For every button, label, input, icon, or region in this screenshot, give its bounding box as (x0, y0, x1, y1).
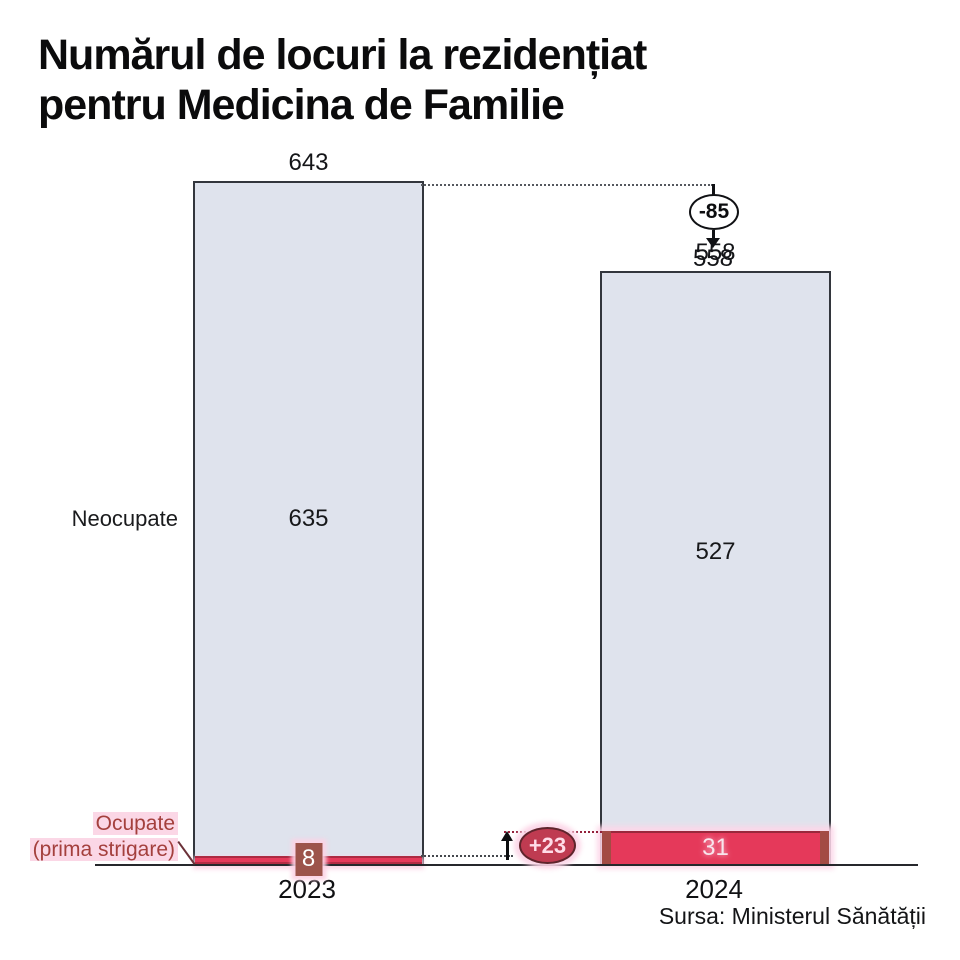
row-label-neocupate: Neocupate (71, 506, 178, 531)
down-arrow-icon (712, 230, 715, 239)
bar-2023: 643 635 8 (193, 149, 424, 876)
axis-label-2024: 2024 (685, 874, 743, 904)
value-badge-ocupate-2023: 8 (295, 842, 322, 876)
up-arrowhead-icon (501, 831, 513, 841)
segment-ocupate-2024: 31 (602, 831, 829, 864)
row-label-ocupate: Ocupate (prima strigare) (0, 811, 178, 863)
connector-ocupate-dotted-left (421, 855, 513, 857)
up-arrow-icon (506, 840, 509, 860)
down-arrowhead-icon (706, 238, 720, 248)
x-axis-line (95, 864, 918, 866)
row-label-ocupate-line1: Ocupate (92, 812, 178, 835)
segment-neocupate-2024: 527 (602, 273, 829, 832)
value-label-neocupate-2024: 527 (695, 538, 736, 566)
bar-2024: 558 527 31 (600, 239, 831, 866)
connector-total-tick (712, 184, 715, 195)
connector-total-dotted-line (421, 184, 713, 186)
segment-ocupate-2023: 8 (195, 842, 422, 876)
chart-title: Numărul de locuri la rezidențiat pentru … (38, 31, 647, 130)
total-label-2023: 643 (288, 149, 329, 176)
total-annotation-label-2024: 558 (692, 245, 734, 272)
segment-neocupate-2023: 635 (195, 183, 422, 856)
delta-ocupate-badge: +23 (519, 827, 576, 864)
value-label-ocupate-2024: 31 (702, 833, 729, 861)
value-label-neocupate-2023: 635 (288, 505, 329, 533)
source-note: Sursa: Ministerul Sănătății (658, 903, 926, 929)
axis-label-2023: 2023 (278, 874, 336, 904)
delta-total-badge: -85 (689, 194, 739, 230)
row-label-ocupate-line2: (prima strigare) (29, 838, 178, 861)
